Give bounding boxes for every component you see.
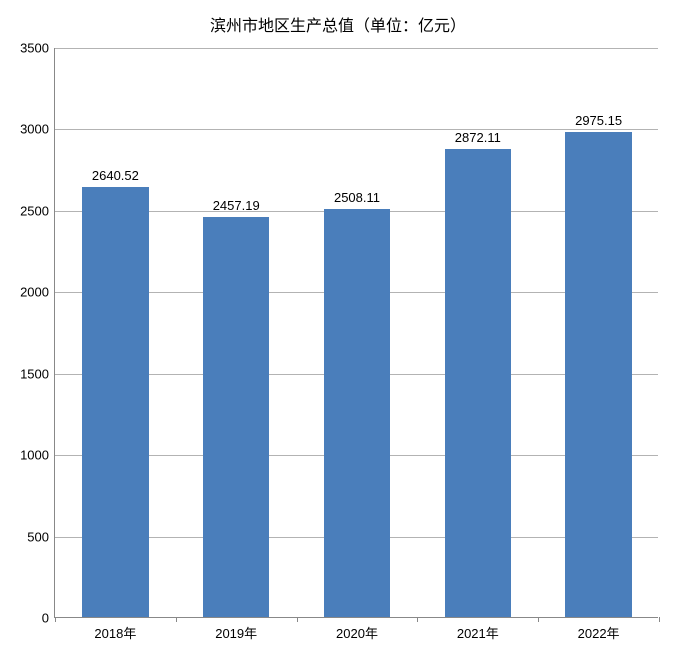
- y-tick-label: 1500: [20, 366, 55, 381]
- y-tick-label: 1000: [20, 448, 55, 463]
- bar: 2640.52: [82, 187, 148, 617]
- bar-value-label: 2508.11: [334, 190, 380, 209]
- x-tick-mark: [55, 617, 56, 622]
- gridline: [55, 129, 658, 130]
- x-tick-label: 2020年: [336, 617, 378, 642]
- bar-value-label: 2640.52: [92, 168, 139, 187]
- bar: 2975.15: [565, 132, 631, 617]
- y-tick-label: 3000: [20, 122, 55, 137]
- bar-value-label: 2457.19: [213, 198, 260, 217]
- x-tick-mark: [417, 617, 418, 622]
- y-tick-label: 0: [42, 611, 55, 626]
- x-tick-label: 2018年: [94, 617, 136, 642]
- x-tick-mark: [538, 617, 539, 622]
- plot-area: 05001000150020002500300035002640.522018年…: [54, 48, 658, 618]
- bar: 2457.19: [203, 217, 269, 617]
- bar-value-label: 2975.15: [575, 113, 622, 132]
- bar: 2872.11: [445, 149, 511, 617]
- x-tick-mark: [659, 617, 660, 622]
- y-tick-label: 3500: [20, 41, 55, 56]
- y-tick-label: 2000: [20, 285, 55, 300]
- gdp-bar-chart: 滨州市地区生产总值（单位：亿元） 05001000150020002500300…: [0, 0, 676, 649]
- x-tick-label: 2021年: [457, 617, 499, 642]
- x-tick-label: 2022年: [578, 617, 620, 642]
- x-tick-mark: [297, 617, 298, 622]
- y-tick-label: 500: [27, 529, 55, 544]
- chart-title: 滨州市地区生产总值（单位：亿元）: [0, 12, 676, 36]
- x-tick-label: 2019年: [215, 617, 257, 642]
- x-tick-mark: [176, 617, 177, 622]
- bar: 2508.11: [324, 209, 390, 617]
- y-tick-label: 2500: [20, 203, 55, 218]
- bar-value-label: 2872.11: [455, 130, 501, 149]
- gridline: [55, 48, 658, 49]
